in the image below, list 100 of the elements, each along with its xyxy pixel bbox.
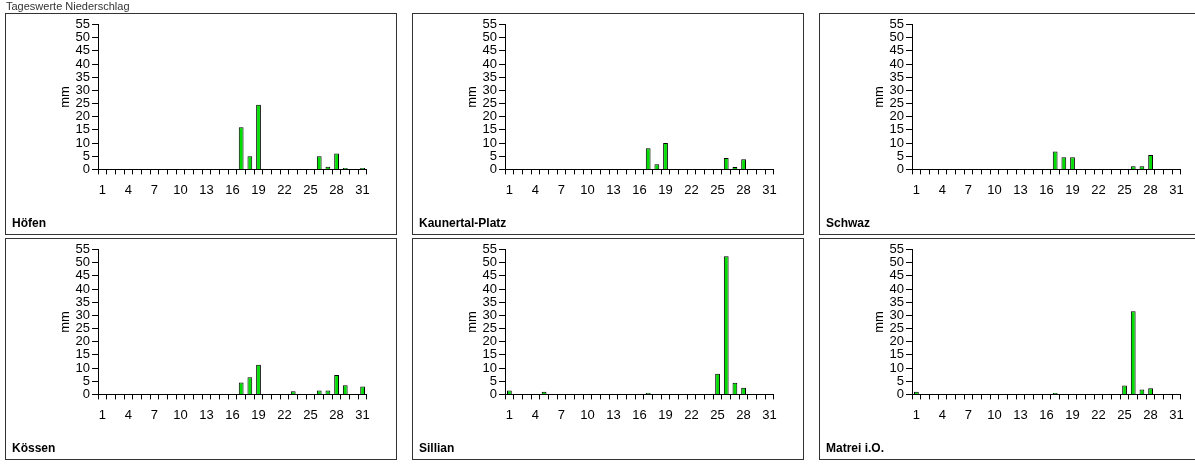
y-tick-label: 10 <box>482 134 498 150</box>
y-tick-label: 30 <box>889 81 905 97</box>
y-tick-label: 0 <box>896 385 905 401</box>
y-tick-label: 5 <box>489 147 498 163</box>
x-tick-label: 31 <box>762 181 777 197</box>
x-tick-label: 13 <box>1013 406 1028 422</box>
x-tick-label: 25 <box>710 181 725 197</box>
y-tick-label: 5 <box>896 372 905 388</box>
x-tick-label: 28 <box>1143 181 1158 197</box>
text: Sillian <box>419 441 455 455</box>
y-tick-label: 5 <box>82 372 91 388</box>
y-tick-label: 5 <box>489 372 498 388</box>
x-tick-label: 7 <box>557 181 566 197</box>
y-tick-label: 35 <box>75 68 91 84</box>
x-tick-label: 19 <box>251 406 266 422</box>
x-tick-label: 25 <box>1117 406 1132 422</box>
y-tick-label: 50 <box>482 29 498 45</box>
x-tick-label: 16 <box>632 406 647 422</box>
x-tick-label: 22 <box>1091 181 1106 197</box>
x-tick-label: 19 <box>251 181 266 197</box>
y-tick-label: 25 <box>75 320 91 336</box>
x-tick-label: 31 <box>1169 181 1184 197</box>
y-tick-label: 40 <box>75 280 91 296</box>
x-tick-label: 4 <box>938 406 947 422</box>
x-tick-label: 19 <box>658 181 673 197</box>
y-tick-label: 50 <box>75 29 91 45</box>
y-tick-label: 45 <box>889 42 905 58</box>
x-tick-label: 28 <box>736 181 751 197</box>
x-tick-label: 28 <box>329 406 344 422</box>
y-tick-label: 50 <box>889 29 905 45</box>
text: Höfen <box>12 216 46 230</box>
x-tick-label: 19 <box>1065 406 1080 422</box>
y-tick-label: 55 <box>889 16 905 32</box>
y-tick-label: 55 <box>75 16 91 32</box>
x-tick-label: 28 <box>736 406 751 422</box>
x-tick-label: 1 <box>98 406 107 422</box>
y-tick-label: 10 <box>889 359 905 375</box>
x-tick-label: 19 <box>658 406 673 422</box>
y-tick-label: 35 <box>889 68 905 84</box>
y-axis-title: mm <box>57 86 73 108</box>
y-tick-label: 20 <box>75 333 91 349</box>
y-axis-title: mm <box>57 311 73 333</box>
x-tick-label: 4 <box>938 181 947 197</box>
x-tick-label: 31 <box>355 406 370 422</box>
x-tick-label: 25 <box>710 406 725 422</box>
y-tick-label: 15 <box>75 121 91 137</box>
x-tick-label: 4 <box>531 181 540 197</box>
x-tick-label: 7 <box>964 181 973 197</box>
x-tick-label: 1 <box>912 406 921 422</box>
y-tick-label: 35 <box>482 68 498 84</box>
y-tick-label: 30 <box>482 81 498 97</box>
y-tick-label: 30 <box>482 306 498 322</box>
x-tick-label: 1 <box>98 181 107 197</box>
x-tick-label: 10 <box>173 181 188 197</box>
x-tick-label: 7 <box>557 406 566 422</box>
x-tick-label: 22 <box>684 406 699 422</box>
x-tick-label: 10 <box>580 181 595 197</box>
x-tick-label: 10 <box>173 406 188 422</box>
x-tick-label: 28 <box>1143 406 1158 422</box>
x-tick-label: 25 <box>1117 181 1132 197</box>
x-tick-label: 7 <box>150 181 159 197</box>
y-tick-label: 35 <box>75 293 91 309</box>
y-tick-label: 40 <box>482 55 498 71</box>
y-tick-label: 40 <box>889 55 905 71</box>
y-tick-label: 40 <box>75 55 91 71</box>
x-tick-label: 7 <box>964 406 973 422</box>
x-tick-label: 13 <box>606 181 621 197</box>
y-tick-label: 10 <box>75 359 91 375</box>
y-tick-label: 0 <box>82 160 91 176</box>
y-tick-label: 15 <box>482 346 498 362</box>
text: Matrei i.O. <box>826 441 885 455</box>
y-tick-label: 40 <box>482 280 498 296</box>
y-tick-label: 45 <box>482 267 498 283</box>
y-tick-label: 30 <box>889 306 905 322</box>
y-tick-label: 25 <box>889 95 905 111</box>
text: Schwaz <box>826 216 871 230</box>
y-tick-label: 35 <box>889 293 905 309</box>
x-tick-label: 22 <box>1091 406 1106 422</box>
x-tick-label: 28 <box>329 181 344 197</box>
y-axis-title: mm <box>464 86 480 108</box>
x-tick-label: 22 <box>277 181 292 197</box>
y-tick-label: 5 <box>896 147 905 163</box>
y-tick-label: 30 <box>75 81 91 97</box>
x-tick-label: 4 <box>531 406 540 422</box>
y-tick-label: 10 <box>75 134 91 150</box>
x-tick-label: 25 <box>303 181 318 197</box>
x-tick-label: 22 <box>684 181 699 197</box>
x-tick-label: 13 <box>199 406 214 422</box>
y-tick-label: 20 <box>482 108 498 124</box>
y-tick-label: 50 <box>482 254 498 270</box>
y-axis-title: mm <box>464 311 480 333</box>
text: Tageswerte Niederschlag <box>6 0 130 12</box>
y-tick-label: 30 <box>75 306 91 322</box>
y-tick-label: 15 <box>889 121 905 137</box>
y-tick-label: 35 <box>482 293 498 309</box>
x-tick-label: 31 <box>762 406 777 422</box>
x-tick-label: 1 <box>505 181 514 197</box>
y-tick-label: 45 <box>482 42 498 58</box>
y-tick-label: 25 <box>482 95 498 111</box>
x-tick-label: 1 <box>912 181 921 197</box>
